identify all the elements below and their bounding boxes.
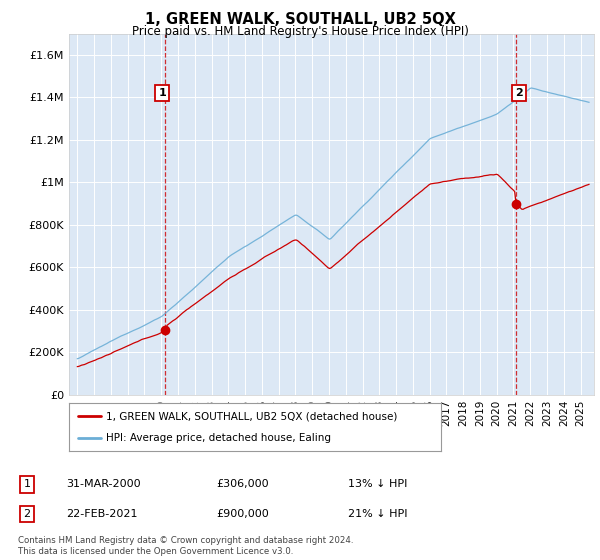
Text: 31-MAR-2000: 31-MAR-2000 [66,479,140,489]
Text: 13% ↓ HPI: 13% ↓ HPI [348,479,407,489]
Text: 22-FEB-2021: 22-FEB-2021 [66,509,137,519]
Text: 21% ↓ HPI: 21% ↓ HPI [348,509,407,519]
Text: Price paid vs. HM Land Registry's House Price Index (HPI): Price paid vs. HM Land Registry's House … [131,25,469,38]
Text: £900,000: £900,000 [216,509,269,519]
Text: 2: 2 [515,88,523,98]
Text: 1, GREEN WALK, SOUTHALL, UB2 5QX (detached house): 1, GREEN WALK, SOUTHALL, UB2 5QX (detach… [106,411,398,421]
Text: HPI: Average price, detached house, Ealing: HPI: Average price, detached house, Eali… [106,433,331,443]
Text: Contains HM Land Registry data © Crown copyright and database right 2024.
This d: Contains HM Land Registry data © Crown c… [18,536,353,556]
Text: 1, GREEN WALK, SOUTHALL, UB2 5QX: 1, GREEN WALK, SOUTHALL, UB2 5QX [145,12,455,27]
Text: £306,000: £306,000 [216,479,269,489]
Text: 1: 1 [23,479,31,489]
Text: 2: 2 [23,509,31,519]
Text: 1: 1 [158,88,166,98]
